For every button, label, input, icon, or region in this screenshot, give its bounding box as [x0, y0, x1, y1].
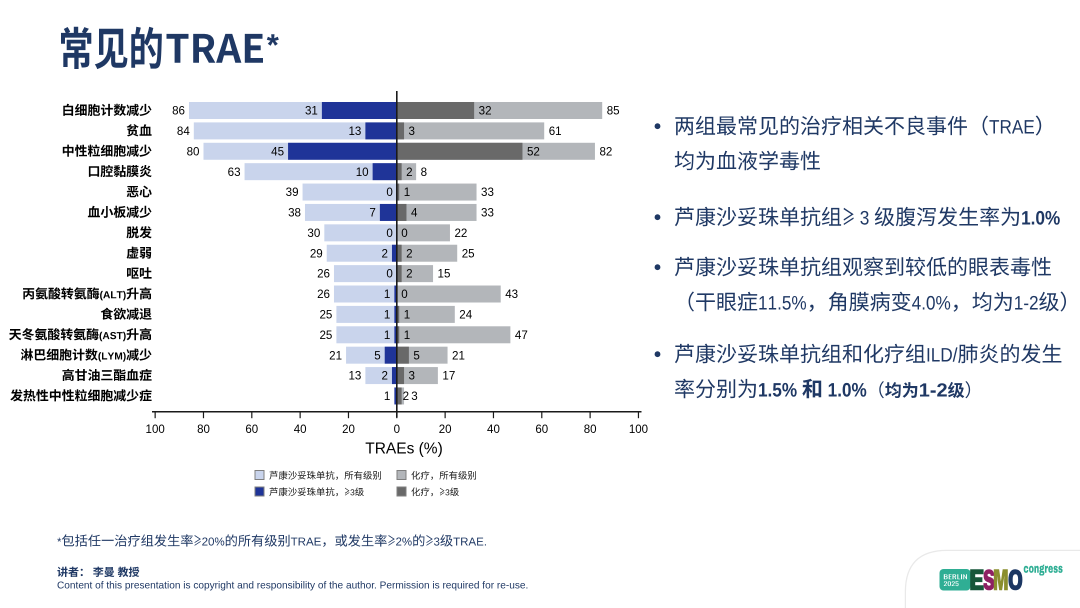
svg-text:32: 32 [479, 105, 492, 118]
svg-text:1: 1 [404, 309, 410, 322]
svg-text:100: 100 [629, 424, 648, 436]
svg-text:1: 1 [384, 288, 390, 301]
svg-text:2: 2 [406, 166, 412, 179]
svg-text:80: 80 [197, 424, 210, 436]
svg-text:39: 39 [286, 186, 299, 199]
svg-text:4: 4 [411, 207, 418, 220]
svg-text:8: 8 [421, 166, 427, 179]
svg-text:5: 5 [413, 349, 419, 362]
svg-text:1: 1 [404, 186, 410, 199]
svg-text:0: 0 [401, 227, 407, 240]
svg-text:33: 33 [481, 186, 494, 199]
svg-text:30: 30 [307, 227, 320, 240]
svg-text:24: 24 [459, 309, 472, 322]
svg-text:25: 25 [319, 329, 332, 342]
svg-text:47: 47 [515, 329, 528, 342]
svg-text:61: 61 [549, 125, 562, 138]
svg-text:7: 7 [369, 207, 375, 220]
svg-text:2: 2 [406, 247, 412, 260]
svg-text:82: 82 [599, 145, 612, 158]
svg-text:2: 2 [382, 370, 388, 383]
svg-text:20: 20 [439, 424, 452, 436]
svg-text:60: 60 [245, 424, 258, 436]
svg-text:2: 2 [382, 247, 388, 260]
svg-text:0: 0 [394, 424, 400, 436]
svg-text:3: 3 [409, 370, 415, 383]
svg-text:33: 33 [481, 207, 494, 220]
svg-text:0: 0 [386, 227, 392, 240]
svg-text:Content of this presentation i: Content of this presentation is copyrigh… [57, 581, 528, 592]
svg-text:31: 31 [305, 105, 318, 118]
svg-text:3: 3 [411, 390, 417, 403]
svg-text:26: 26 [317, 288, 330, 301]
svg-text:1: 1 [384, 390, 390, 403]
svg-text:45: 45 [271, 145, 284, 158]
svg-text:38: 38 [288, 207, 301, 220]
svg-text:17: 17 [442, 370, 455, 383]
svg-text:86: 86 [172, 105, 185, 118]
svg-text:22: 22 [454, 227, 467, 240]
svg-text:25: 25 [462, 247, 475, 260]
svg-text:29: 29 [310, 247, 323, 260]
svg-text:15: 15 [438, 268, 451, 281]
svg-text:0: 0 [386, 268, 392, 281]
svg-text:0: 0 [386, 186, 392, 199]
svg-text:63: 63 [228, 166, 241, 179]
svg-text:2: 2 [406, 268, 412, 281]
svg-text:26: 26 [317, 268, 330, 281]
svg-text:20: 20 [342, 424, 355, 436]
svg-text:84: 84 [177, 125, 190, 138]
svg-text:25: 25 [319, 309, 332, 322]
svg-text:85: 85 [607, 105, 620, 118]
svg-text:43: 43 [505, 288, 518, 301]
svg-text:100: 100 [146, 424, 165, 436]
svg-text:2: 2 [403, 390, 409, 403]
svg-text:1: 1 [384, 329, 390, 342]
svg-text:40: 40 [294, 424, 307, 436]
svg-text:13: 13 [348, 125, 361, 138]
svg-text:80: 80 [187, 145, 200, 158]
svg-text:21: 21 [329, 349, 342, 362]
svg-text:1: 1 [384, 309, 390, 322]
svg-text:80: 80 [584, 424, 597, 436]
svg-text:60: 60 [535, 424, 548, 436]
svg-text:52: 52 [527, 145, 540, 158]
svg-text:13: 13 [348, 370, 361, 383]
svg-text:0: 0 [401, 288, 407, 301]
svg-text:21: 21 [452, 349, 465, 362]
svg-text:10: 10 [356, 166, 369, 179]
svg-text:TRAEs (%): TRAEs (%) [365, 441, 443, 458]
svg-text:40: 40 [487, 424, 500, 436]
svg-text:1: 1 [404, 329, 410, 342]
svg-text:3: 3 [409, 125, 415, 138]
svg-text:5: 5 [374, 349, 380, 362]
